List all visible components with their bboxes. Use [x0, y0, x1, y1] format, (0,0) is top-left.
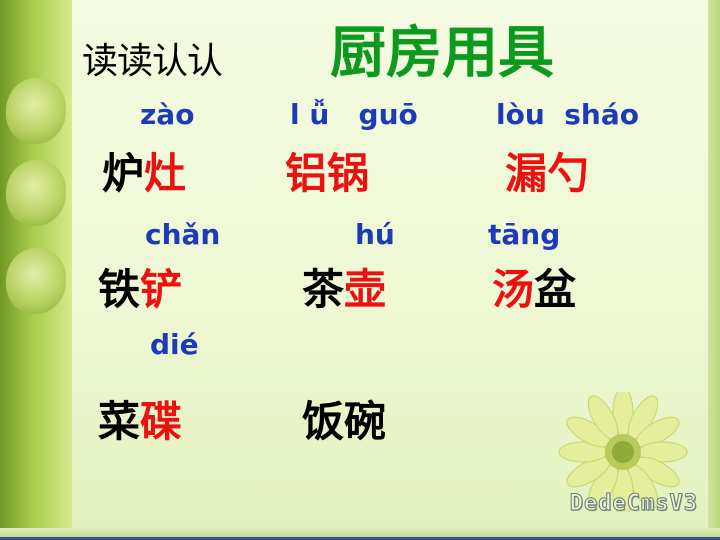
- vocab-word: 铁铲: [98, 256, 182, 317]
- bottom-line: [0, 537, 720, 540]
- target-char: 铲: [140, 265, 183, 314]
- vocab-word: 炉灶: [102, 140, 186, 201]
- vocab-word: 菜碟: [98, 388, 182, 449]
- target-char: 灶: [144, 149, 187, 198]
- plain-char: 炉: [102, 149, 145, 198]
- target-char: 漏勺: [505, 149, 590, 198]
- pinyin-label: zào: [140, 98, 195, 131]
- pinyin-label: hú: [355, 218, 395, 251]
- page-title: 厨房用具: [330, 21, 554, 86]
- vocab-word: 铝锅: [285, 140, 369, 201]
- face-photo: [6, 160, 66, 226]
- face-photo: [6, 248, 66, 314]
- target-char: 汤: [492, 265, 535, 314]
- pinyin-label: dié: [150, 328, 199, 361]
- pinyin-label: tāng: [488, 218, 561, 251]
- sunflower-decoration: [558, 392, 688, 512]
- vocab-word: 饭碗: [302, 388, 386, 449]
- vocab-word: 漏勺: [505, 140, 589, 201]
- right-border: [708, 0, 720, 540]
- pinyin-label: chǎn: [145, 218, 221, 251]
- target-char: 铝锅: [285, 149, 370, 198]
- watermark-text: DedeCmsV3: [569, 491, 698, 517]
- target-char: 碟: [140, 397, 183, 446]
- pinyin-label: lòu sháo: [496, 98, 639, 131]
- vocab-word: 汤盆: [492, 256, 576, 317]
- plain-char: 盆: [534, 265, 577, 314]
- read-and-recognize-label: 读读认认: [82, 41, 223, 82]
- target-char: 壶: [344, 265, 387, 314]
- plain-char: 菜: [98, 397, 141, 446]
- pinyin-label: l ǚ guō: [290, 98, 418, 131]
- plain-char: 铁: [98, 265, 141, 314]
- plain-char: 茶: [302, 265, 345, 314]
- decorative-photo-strip: [0, 0, 72, 540]
- face-photo: [6, 78, 66, 144]
- vocab-word: 茶壶: [302, 256, 386, 317]
- plain-char: 饭碗: [302, 397, 387, 446]
